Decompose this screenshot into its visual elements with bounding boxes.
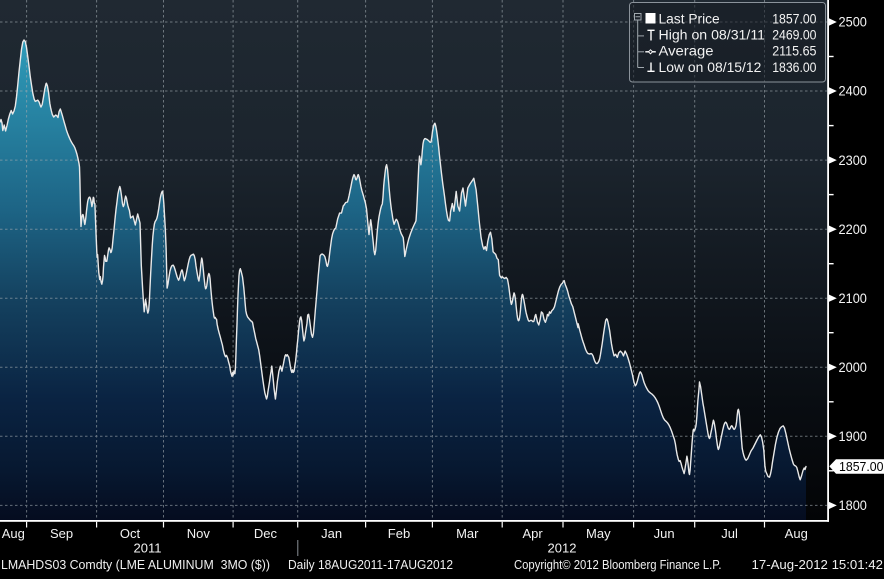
svg-text:Nov: Nov (187, 526, 211, 541)
svg-text:2011: 2011 (134, 541, 162, 556)
svg-text:1800: 1800 (839, 498, 867, 513)
svg-text:May: May (586, 526, 611, 541)
svg-text:Dec: Dec (254, 526, 278, 541)
svg-text:2000: 2000 (839, 360, 867, 375)
svg-text:Low on 08/15/12: Low on 08/15/12 (659, 60, 762, 75)
svg-text:Average: Average (659, 44, 714, 59)
svg-text:Copyright© 2012 Bloomberg Fina: Copyright© 2012 Bloomberg Finance L.P. (514, 557, 722, 572)
svg-text:Jan: Jan (321, 526, 342, 541)
svg-text:1857.00: 1857.00 (772, 11, 816, 26)
svg-text:Jul: Jul (721, 526, 738, 541)
svg-text:Oct: Oct (120, 526, 141, 541)
svg-text:Mar: Mar (456, 526, 479, 541)
svg-text:2115.65: 2115.65 (772, 44, 816, 59)
svg-text:Feb: Feb (388, 526, 410, 541)
svg-text:2500: 2500 (839, 15, 867, 30)
svg-text:1857.00: 1857.00 (839, 459, 884, 474)
svg-text:Aug: Aug (2, 526, 25, 541)
svg-text:Daily 18AUG2011-17AUG2012: Daily 18AUG2011-17AUG2012 (288, 557, 453, 572)
svg-text:2400: 2400 (839, 84, 867, 99)
svg-text:1836.00: 1836.00 (772, 60, 816, 75)
svg-text:Apr: Apr (522, 526, 543, 541)
svg-text:2300: 2300 (839, 153, 867, 168)
svg-text:Last Price: Last Price (659, 11, 720, 26)
svg-text:2012: 2012 (548, 541, 577, 556)
svg-text:2469.00: 2469.00 (772, 27, 816, 42)
svg-text:2100: 2100 (839, 291, 867, 306)
svg-text:17-Aug-2012 15:01:42: 17-Aug-2012 15:01:42 (752, 557, 884, 572)
svg-text:Aug: Aug (785, 526, 808, 541)
svg-text:Jun: Jun (654, 526, 675, 541)
svg-text:1900: 1900 (839, 429, 867, 444)
svg-text:Sep: Sep (50, 526, 73, 541)
svg-text:LMAHDS03 Comdty (LME ALUMINUM: LMAHDS03 Comdty (LME ALUMINUM 3MO ($)) (1, 557, 270, 572)
svg-text:High on 08/31/11: High on 08/31/11 (659, 27, 766, 42)
svg-text:2200: 2200 (839, 222, 867, 237)
